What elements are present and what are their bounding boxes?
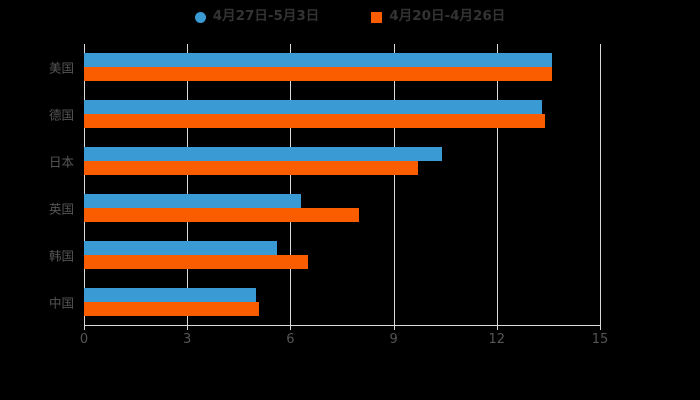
legend-label-series-1: 4月27日-5月3日 <box>212 8 320 25</box>
gridline-3 <box>187 44 189 325</box>
y-category-label-中国: 中国 <box>48 295 74 311</box>
gridline-12 <box>496 44 498 325</box>
chart-plot-area <box>84 44 600 325</box>
bar-中国-series-2[interactable] <box>84 301 260 316</box>
gridline-6 <box>290 44 292 325</box>
legend-marker-square-icon <box>371 11 383 23</box>
legend-label-series-2: 4月20日-4月26日 <box>389 8 506 25</box>
y-category-label-德国: 德国 <box>48 107 74 123</box>
legend-entry-series-1[interactable]: 4月27日-5月3日 <box>194 8 320 25</box>
tick-mark-0 <box>84 326 85 330</box>
x-tick-label-3: 3 <box>183 332 192 347</box>
gridline-9 <box>393 44 395 325</box>
bar-日本-series-2[interactable] <box>84 161 418 176</box>
x-tick-label-15: 15 <box>591 332 609 347</box>
x-tick-label-6: 6 <box>286 332 295 347</box>
x-tick-label-12: 12 <box>488 332 506 347</box>
bar-日本-series-1[interactable] <box>84 147 442 162</box>
tick-mark-3 <box>187 326 189 330</box>
y-category-label-日本: 日本 <box>48 154 74 170</box>
bar-美国-series-2[interactable] <box>84 67 552 82</box>
bar-德国-series-1[interactable] <box>84 100 542 115</box>
tick-mark-12 <box>496 326 498 330</box>
x-tick-label-0: 0 <box>79 332 89 347</box>
tick-mark-9 <box>393 326 395 330</box>
legend-entry-series-2[interactable]: 4月20日-4月26日 <box>371 10 505 24</box>
gridline-15 <box>600 44 601 325</box>
bar-韩国-series-1[interactable] <box>84 240 277 255</box>
bar-英国-series-1[interactable] <box>84 193 301 208</box>
bar-德国-series-2[interactable] <box>84 114 545 129</box>
tick-mark-15 <box>600 326 601 330</box>
chart-legend: 4月27日-5月3日 4月20日-4月26日 <box>0 6 700 28</box>
x-tick-label-9: 9 <box>389 332 398 347</box>
bar-韩国-series-2[interactable] <box>84 254 308 269</box>
gridline-0 <box>84 44 85 325</box>
x-axis-line <box>84 325 601 326</box>
y-category-label-美国: 美国 <box>48 60 74 76</box>
y-category-label-韩国: 韩国 <box>48 248 74 264</box>
legend-marker-circle-icon <box>194 11 206 23</box>
y-category-label-英国: 英国 <box>48 201 74 217</box>
bar-美国-series-1[interactable] <box>84 53 552 68</box>
tick-mark-6 <box>290 326 292 330</box>
bar-中国-series-1[interactable] <box>84 287 256 302</box>
bar-英国-series-2[interactable] <box>84 207 360 222</box>
